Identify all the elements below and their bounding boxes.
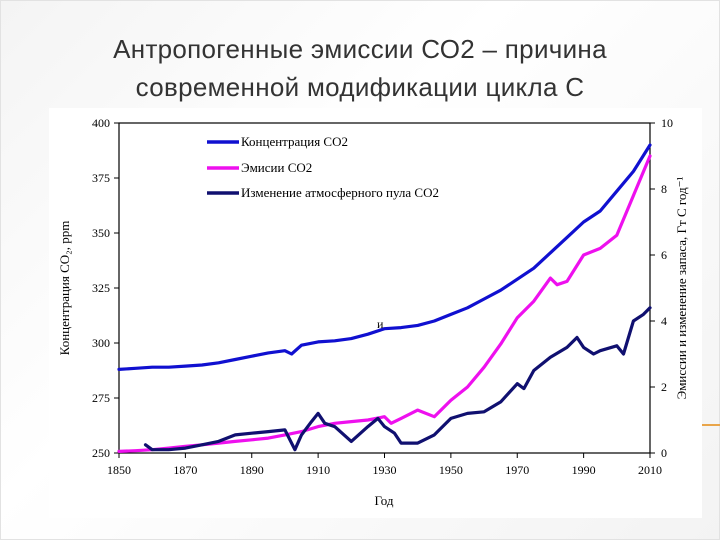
y-axis-left-title: Концентрация СО₂, ppm xyxy=(57,221,72,356)
y-right-tick-label-0: 0 xyxy=(661,446,667,460)
y-left-tick-label-375: 375 xyxy=(92,171,110,185)
slide-title-line-2: современной модификации цикла С xyxy=(135,72,585,102)
y-left-tick-label-275: 275 xyxy=(92,391,110,405)
plot-area-frame xyxy=(118,122,651,454)
y-right-tick-label-4: 4 xyxy=(661,314,667,328)
chart-annotation: и xyxy=(377,317,384,331)
x-tick-label-1930: 1930 xyxy=(373,463,397,477)
ticks-layer: 1850 1870 1890 1910 1930 1950 1970 1990 20102502… xyxy=(92,116,673,477)
x-tick-label-1990: 1990 xyxy=(572,463,596,477)
x-tick-label-2010: 2010 xyxy=(638,463,662,477)
atmos-pool-change-line xyxy=(143,306,652,452)
y-left-tick-label-350: 350 xyxy=(92,226,110,240)
x-tick-label-1870: 1870 xyxy=(173,463,197,477)
y-left-tick-label-250: 250 xyxy=(92,446,110,460)
y-right-tick-label-2: 2 xyxy=(661,380,667,394)
x-tick-label-1970: 1970 xyxy=(505,463,529,477)
x-tick-label-1890: 1890 xyxy=(240,463,264,477)
x-tick-label-1950: 1950 xyxy=(439,463,463,477)
y-right-tick-label-8: 8 xyxy=(661,182,667,196)
y-left-tick-label-325: 325 xyxy=(92,281,110,295)
x-axis-title: Год xyxy=(374,493,393,508)
series-layer xyxy=(117,143,652,453)
x-tick-label-1910: 1910 xyxy=(306,463,330,477)
legend-label-emissions: Эмисии СО2 xyxy=(241,160,312,175)
y-left-tick-label-300: 300 xyxy=(92,336,110,350)
decorative-accent-line xyxy=(692,424,720,426)
slide-title-line-1: Антропогенные эмиссии СО2 – причина xyxy=(113,34,607,64)
y-right-tick-label-10: 10 xyxy=(661,116,673,130)
y-right-tick-label-6: 6 xyxy=(661,248,667,262)
chart-legend: Концентрация СО2 Эмисии СО2 Изменение ат… xyxy=(207,134,439,200)
legend-label-concentration: Концентрация СО2 xyxy=(241,134,348,149)
y-axis-right-title: Эмиссии и изменение запаса, Гт С год⁻¹ xyxy=(674,177,689,400)
chart-container: 1850 1870 1890 1910 1930 1950 1970 1990 2010 250 2… xyxy=(49,108,702,518)
legend-label-atmos-pool: Изменение атмосферного пула СО2 xyxy=(241,185,439,200)
emissions-co2-line xyxy=(117,154,652,453)
slide-title: Антропогенные эмиссии СО2 – причина совр… xyxy=(40,30,680,106)
x-tick-label-1850: 1850 xyxy=(107,463,131,477)
co2-chart: 1850 1870 1890 1910 1930 1950 1970 1990 20102502… xyxy=(57,116,689,508)
concentration-co2-line xyxy=(117,143,652,371)
y-left-tick-label-400: 400 xyxy=(92,116,110,130)
